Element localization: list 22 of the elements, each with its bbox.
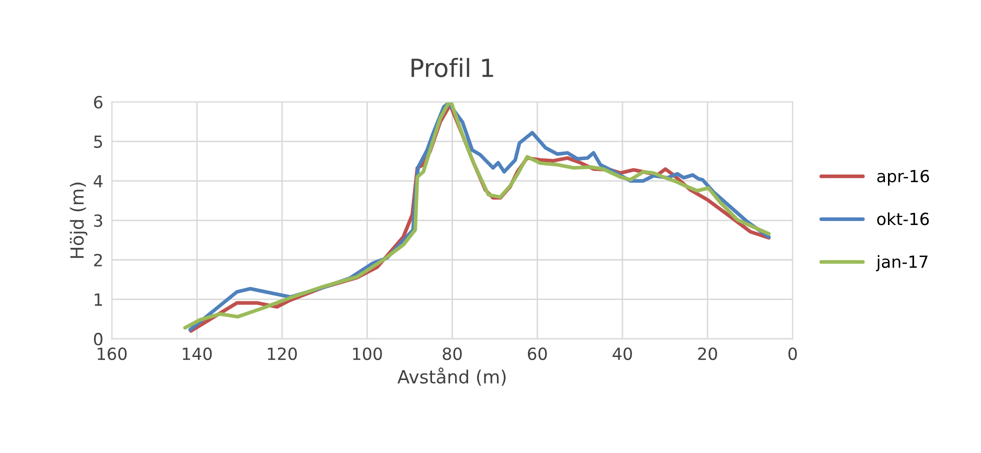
y-tick-label: 1 [94,294,102,306]
y-tick-label: 3 [94,214,102,227]
legend-label: apr-16 [877,170,930,186]
x-tick-label: 80 [442,347,462,360]
x-tick-label: 0 [788,347,797,360]
x-axis-title: Avstånd (m) [397,367,506,386]
y-tick-label: 6 [94,96,102,108]
chart-title: Profil 1 [412,58,494,78]
y-tick-label: 5 [94,136,102,148]
x-tick-label: 40 [612,347,632,360]
legend-label: jan-17 [876,255,928,272]
x-tick-label: 60 [528,347,547,360]
y-axis-title: Höjd (m) [70,182,88,258]
legend-label: okt-16 [877,212,929,226]
x-tick-label: 20 [698,347,718,360]
y-tick-label: 2 [94,254,102,266]
x-tick-label: 120 [268,347,297,360]
y-tick-label: 0 [94,332,102,346]
x-tick-label: 140 [182,347,212,360]
x-tick-label: 160 [98,347,127,360]
x-tick-label: 100 [353,347,382,360]
y-tick-label: 4 [94,175,103,188]
